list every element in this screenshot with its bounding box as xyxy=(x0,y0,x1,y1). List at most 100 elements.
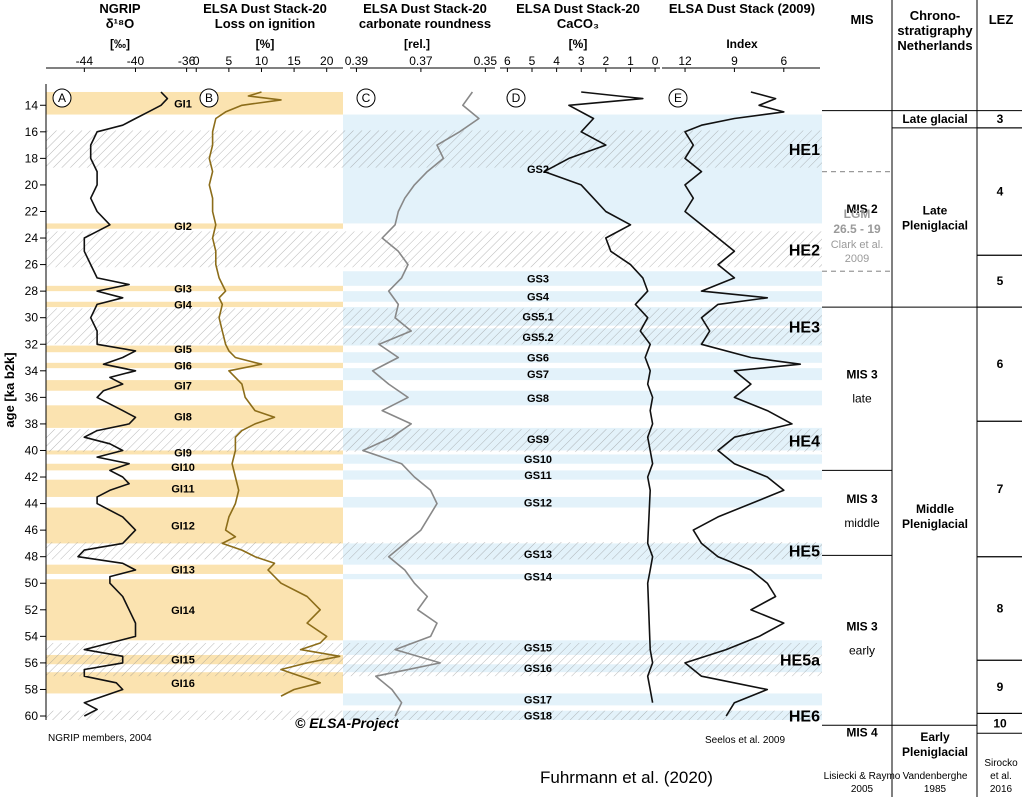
panel-letter: A xyxy=(58,91,66,105)
gi-band xyxy=(46,479,343,497)
heinrich-band xyxy=(46,710,822,720)
lgm-range: 26.5 - 19 xyxy=(833,222,881,236)
lez-label: 4 xyxy=(997,185,1004,199)
series-layer xyxy=(77,91,802,717)
lez-label: 3 xyxy=(997,112,1004,126)
gi-band xyxy=(46,564,343,574)
x-tick-label: -44 xyxy=(76,54,94,68)
chrono-label-2: Pleniglacial xyxy=(902,745,968,759)
mis-label: MIS 2 xyxy=(846,202,878,216)
gi-band xyxy=(46,450,343,455)
gi-label: GI1 xyxy=(174,98,192,110)
panel-c-title: ELSA Dust Stack-20 xyxy=(363,1,487,16)
heinrich-label: HE1 xyxy=(789,142,820,159)
x-tick-label: 20 xyxy=(320,54,334,68)
heinrich-band xyxy=(46,130,822,168)
panel-c-unit: [rel.] xyxy=(404,37,430,51)
chrono-label: Middle xyxy=(916,502,954,516)
gi-label: GI11 xyxy=(171,483,194,495)
y-tick-label: 14 xyxy=(25,98,39,112)
chrono-label-2: Pleniglacial xyxy=(902,517,968,531)
panel-letter-circle xyxy=(199,88,219,108)
heinrich-band xyxy=(46,308,822,345)
gi-label: GI14 xyxy=(171,605,196,617)
gi-label: GI4 xyxy=(174,299,193,311)
x-tick-label: 6 xyxy=(504,54,511,68)
lez-label: 8 xyxy=(997,601,1004,615)
chrono-header-2: stratigraphy xyxy=(897,23,973,38)
heinrich-band xyxy=(46,642,822,677)
y-tick-label: 46 xyxy=(25,523,39,537)
chrono-source-2: 1985 xyxy=(924,784,947,795)
gs-label: GS9 xyxy=(527,434,549,446)
y-tick-label: 44 xyxy=(25,497,39,511)
panel-letter-circle xyxy=(668,88,688,108)
gi-label: GI12 xyxy=(171,520,195,532)
x-tick-label: 0.37 xyxy=(409,54,433,68)
panel-d-subtitle: CaCO₃ xyxy=(557,16,599,31)
chrono-source-1: Vandenberghe xyxy=(903,771,968,782)
gs-band xyxy=(343,496,822,508)
y-tick-label: 34 xyxy=(25,364,39,378)
event-bands xyxy=(46,91,822,720)
lez-label: 10 xyxy=(993,716,1007,730)
gi-band xyxy=(46,91,343,115)
gs-label: GS8 xyxy=(527,393,549,405)
gi-band xyxy=(46,380,343,391)
gi-band xyxy=(46,345,343,353)
gi-label: GI7 xyxy=(174,380,192,392)
y-tick-label: 48 xyxy=(25,550,39,564)
panel-b-title: ELSA Dust Stack-20 xyxy=(203,1,327,16)
gs-label: GS17 xyxy=(524,694,552,706)
gs-label: GS7 xyxy=(527,369,549,381)
gi-band xyxy=(46,223,343,229)
gi-label: GI2 xyxy=(174,221,192,233)
y-tick-label: 60 xyxy=(25,709,39,723)
gs-label: GS2 xyxy=(527,164,549,176)
chrono-label: Late xyxy=(923,203,948,217)
y-tick-label: 32 xyxy=(25,337,39,351)
gs-label: GS5.1 xyxy=(522,311,553,323)
y-tick-label: 26 xyxy=(25,258,39,272)
gs-band xyxy=(343,390,822,406)
y-tick-label: 36 xyxy=(25,390,39,404)
gs-label: GS13 xyxy=(524,549,552,561)
lez-label: 9 xyxy=(997,680,1004,694)
y-tick-label: 18 xyxy=(25,151,39,165)
mis-label: MIS 4 xyxy=(846,726,878,740)
panel-letter: C xyxy=(362,91,371,105)
y-tick-label: 40 xyxy=(25,443,39,457)
gs-band xyxy=(343,352,822,363)
mis-source-2: 2005 xyxy=(851,784,874,795)
y-tick-label: 58 xyxy=(25,682,39,696)
x-tick-label: 4 xyxy=(553,54,560,68)
panel-letter-circle xyxy=(506,88,526,108)
series-line-c xyxy=(362,91,480,717)
mis-sub-label: middle xyxy=(844,516,880,530)
gi-band xyxy=(46,285,343,292)
panel-letter: B xyxy=(205,91,213,105)
panel-a-subtitle: δ¹⁸O xyxy=(106,16,134,31)
panel-d-unit: [%] xyxy=(569,37,588,51)
gi-label: GI16 xyxy=(171,678,195,690)
heinrich-band xyxy=(46,231,822,268)
y-tick-label: 16 xyxy=(25,125,39,139)
gs-label: GS5.2 xyxy=(522,332,553,344)
series-line-e xyxy=(684,91,802,717)
panel-letter: D xyxy=(512,91,521,105)
gs-label: GS4 xyxy=(527,291,550,303)
chrono-label: Late glacial xyxy=(902,112,967,126)
heinrich-label: HE2 xyxy=(789,242,820,259)
gs-band xyxy=(343,271,822,286)
y-tick-label: 22 xyxy=(25,204,39,218)
mis-label: MIS 3 xyxy=(846,368,878,382)
y-tick-label: 54 xyxy=(25,629,39,643)
panel-c-subtitle: carbonate roundness xyxy=(359,16,491,31)
gi-band xyxy=(46,301,343,308)
gs-band xyxy=(343,368,822,381)
panel-letter-circle xyxy=(356,88,376,108)
gs-band xyxy=(343,693,822,706)
y-tick-label: 30 xyxy=(25,311,39,325)
